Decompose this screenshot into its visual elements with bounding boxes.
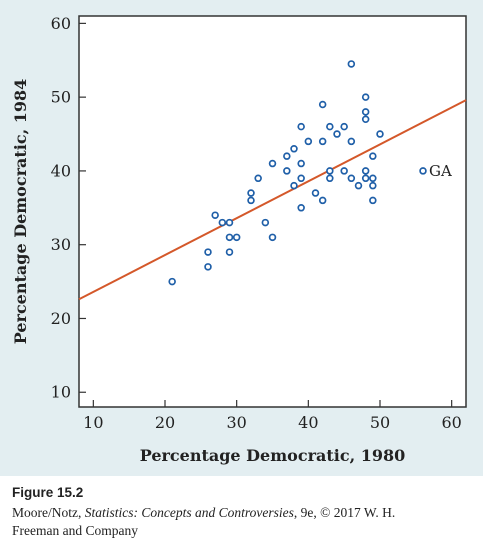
y-tick-label: 50 [51,88,71,107]
x-tick-label: 20 [155,413,175,432]
data-point [318,137,327,146]
data-point [168,277,176,286]
data-point [361,115,370,124]
caption-source-prefix: Moore/Notz, [12,505,85,520]
data-point [225,218,234,227]
data-point [254,174,262,183]
x-tick-label: 40 [298,413,318,432]
data-point [419,167,427,175]
data-point [340,167,348,175]
data-point [283,152,291,160]
figure-label: Figure 15.2 [12,485,84,500]
data-point [204,263,212,271]
data-point [326,167,334,175]
data-point [311,189,320,197]
x-tick-label: 30 [226,413,246,432]
data-point [268,159,277,168]
data-point [247,196,255,205]
x-axis-title: Percentage Democratic, 1980 [140,446,406,465]
data-point [232,233,241,242]
data-point [225,248,234,256]
y-tick-label: 40 [51,161,71,180]
data-point [204,248,212,256]
data-point [304,137,313,146]
data-point [297,122,305,131]
data-point [361,93,370,101]
y-tick-label: 20 [51,309,71,328]
y-tick-label: 30 [51,235,71,254]
x-axis: 10 20 30 40 50 60 [83,400,462,432]
data-point [347,174,356,183]
data-point [218,218,227,227]
caption-book-title: Statistics: Concepts and Controversies [84,505,294,520]
data-point [290,181,298,190]
x-tick-label: 50 [370,413,390,432]
data-point [211,211,219,219]
data-point [354,181,363,190]
data-point [347,137,356,146]
data-point [347,60,356,68]
data-point [361,174,370,183]
caption-publisher: Freeman and Company [12,523,138,538]
x-tick-label: 10 [83,413,103,432]
annotations: GA [429,162,452,180]
data-point [369,196,377,205]
data-point [369,152,377,160]
y-axis-title: Percentage Democratic, 1984 [11,79,30,345]
data-point [297,159,305,168]
data-point [376,130,384,138]
caption-source-suffix: , 9e, © 2017 W. H. [293,505,396,520]
data-points [168,60,427,286]
y-tick-label: 10 [51,383,71,402]
data-point [283,167,291,175]
figure-caption: Figure 15.2 Moore/Notz, Statistics: Conc… [12,484,477,540]
data-point [318,196,327,205]
y-tick-label: 60 [51,14,71,33]
data-point [247,189,255,197]
data-point [318,100,327,109]
data-point [297,204,305,212]
data-point [361,108,370,116]
data-point [361,167,370,175]
data-point [297,174,305,183]
y-axis: 10 20 30 40 50 60 [51,14,86,402]
regression-line [78,99,467,301]
data-point [326,174,334,183]
point-annotation: GA [429,162,452,180]
data-point [225,233,234,242]
data-point [290,145,298,153]
data-point [268,233,277,242]
x-tick-label: 60 [441,413,461,432]
data-point [261,218,270,227]
data-point [333,130,341,138]
data-point [369,181,377,190]
scatter-chart: 10 20 30 40 50 60 10 20 30 40 50 60 GA Percentage … [11,14,467,465]
data-point [369,174,377,183]
data-point [340,122,348,131]
plot-frame [78,15,467,408]
data-point [326,122,334,131]
